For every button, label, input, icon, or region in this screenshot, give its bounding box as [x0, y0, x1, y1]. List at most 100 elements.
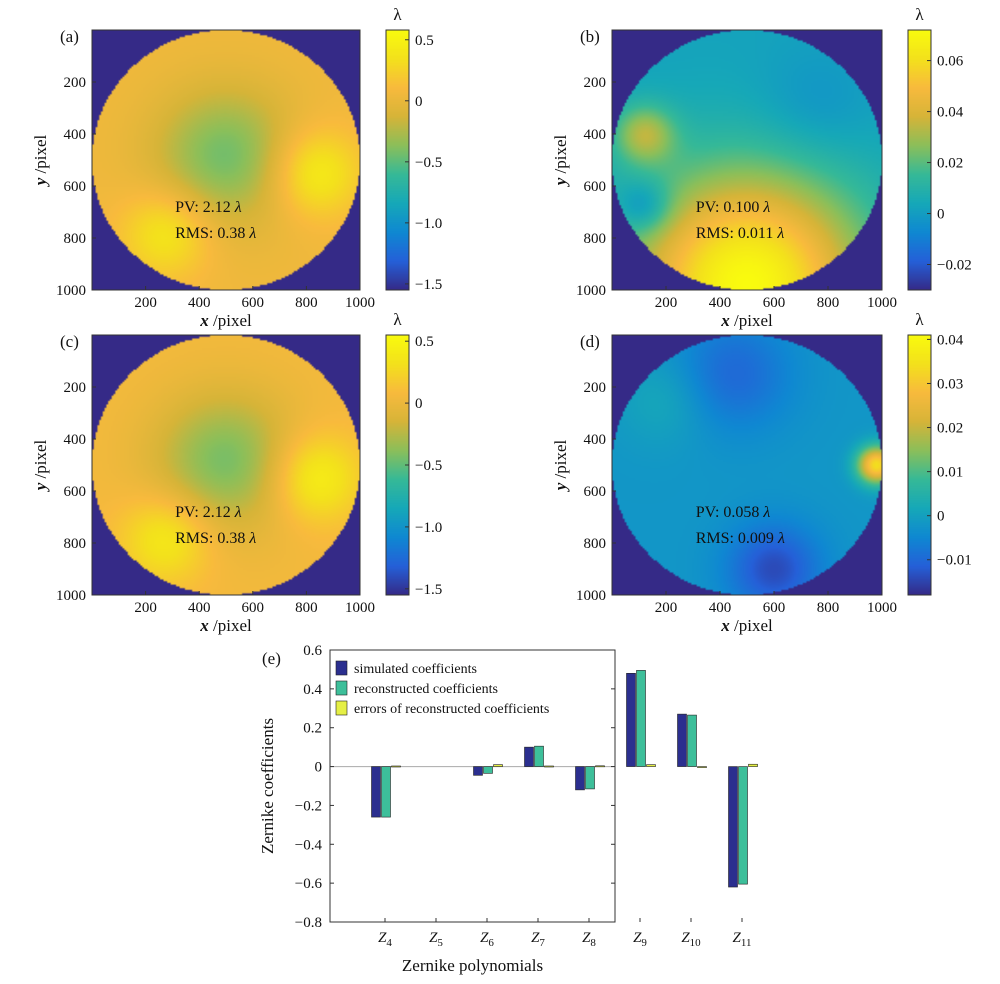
y-tick-label: 200 — [64, 75, 87, 91]
y-tick-label: 1000 — [56, 283, 86, 299]
bar-error — [595, 765, 605, 768]
y-tick-label: 600 — [64, 484, 87, 500]
x-tick-label: 800 — [295, 295, 318, 311]
colorbar-tick-label: −1.0 — [415, 520, 442, 536]
phase-map — [612, 30, 882, 290]
bar-y-axis-label: Zernike coefficients — [258, 718, 277, 854]
x-axis-label: x /pixel — [720, 616, 773, 635]
x-tick-label: 800 — [817, 295, 840, 311]
bar-y-tick-label: −0.4 — [295, 837, 323, 853]
y-axis-label: y /pixel — [31, 134, 50, 187]
legend-swatch — [335, 700, 348, 716]
y-tick-label: 600 — [584, 179, 607, 195]
colorbar-tick-label: 0 — [415, 396, 423, 412]
x-tick-label: 600 — [763, 600, 786, 616]
x-axis-label: x /pixel — [199, 616, 252, 635]
colorbar-label: λ — [915, 310, 924, 329]
colorbar-label: λ — [915, 5, 924, 24]
bar-y-tick-label: 0.6 — [303, 643, 322, 659]
legend-swatch — [335, 660, 348, 676]
map-panel-2: λ 0.06 0.04 0.02 0 −0.02 200 400 600 800 1000 200 40… — [551, 5, 972, 330]
rms-annotation: RMS: 0.011 λ — [696, 225, 785, 242]
bar-x-tick-label: Z11 — [733, 930, 752, 949]
bar-simulated — [575, 766, 585, 791]
x-tick-label: 400 — [709, 600, 732, 616]
x-tick-label: 800 — [295, 600, 318, 616]
x-tick-label: 400 — [188, 295, 211, 311]
y-tick-label: 200 — [584, 75, 607, 91]
bar-x-tick-label: Z5 — [429, 930, 443, 949]
bar-simulated — [524, 746, 534, 767]
colorbar-tick-label: −0.01 — [937, 553, 972, 569]
colorbar-tick-label: 0.5 — [415, 334, 434, 350]
y-tick-label: 200 — [64, 380, 87, 396]
bar-reconstructed — [381, 766, 391, 818]
colorbar-tick-label: −1.0 — [415, 216, 442, 232]
phase-map — [92, 30, 360, 290]
panel-label: (d) — [580, 332, 600, 351]
colorbar-tick-label: 0.04 — [937, 105, 964, 121]
colorbar-tick-label: 0.02 — [937, 421, 963, 437]
y-tick-label: 800 — [584, 536, 607, 552]
y-tick-label: 600 — [64, 179, 87, 195]
y-tick-label: 400 — [584, 432, 607, 448]
bar-panel-label: (e) — [262, 649, 281, 668]
y-tick-label: 400 — [584, 127, 607, 143]
x-tick-label: 600 — [242, 295, 265, 311]
bar-x-tick-label: Z8 — [582, 930, 596, 949]
y-tick-label: 1000 — [56, 588, 86, 604]
x-axis-label: x /pixel — [720, 311, 773, 330]
colorbar-tick-label: 0.04 — [937, 332, 964, 348]
bar-x-tick-label: Z9 — [633, 930, 647, 949]
x-tick-label: 600 — [763, 295, 786, 311]
colorbar — [908, 30, 931, 290]
bar-simulated — [677, 713, 687, 767]
colorbar-tick-label: 0.02 — [937, 156, 963, 172]
bar-y-tick-label: −0.2 — [295, 798, 322, 814]
x-tick-label: 200 — [134, 295, 157, 311]
bar-y-tick-label: −0.8 — [295, 915, 322, 931]
phase-map — [612, 335, 882, 595]
colorbar-tick-label: −0.5 — [415, 155, 442, 171]
colorbar-tick-label: 0 — [415, 94, 423, 110]
bar-y-tick-label: 0.4 — [303, 682, 322, 698]
bar-reconstructed — [738, 766, 748, 885]
y-tick-label: 600 — [584, 484, 607, 500]
bar-y-tick-label: 0.2 — [303, 721, 322, 737]
bar-simulated — [371, 766, 381, 818]
bar-error — [697, 766, 707, 768]
y-tick-label: 800 — [64, 536, 87, 552]
x-tick-label: 200 — [134, 600, 157, 616]
legend-label: simulated coefficients — [354, 662, 477, 677]
colorbar-label: λ — [393, 5, 402, 24]
y-tick-label: 1000 — [576, 588, 606, 604]
bar-error — [544, 765, 554, 768]
bar-simulated — [728, 766, 738, 888]
y-axis-label: y /pixel — [551, 439, 570, 492]
bar-error — [493, 764, 503, 767]
bar-chart: 0.6 0.4 0.2 0 −0.2 −0.4 −0.6 −0.8 Z4 Z5 Z6 Z7 Z8 Z9 Z1… — [258, 643, 758, 975]
bar-simulated — [473, 766, 483, 776]
colorbar-tick-label: 0 — [937, 207, 945, 223]
pv-annotation: PV: 2.12 λ — [175, 504, 242, 521]
x-tick-label: 200 — [655, 295, 678, 311]
bar-reconstructed — [636, 670, 646, 767]
bar-y-tick-label: −0.6 — [295, 876, 323, 892]
rms-annotation: RMS: 0.38 λ — [175, 530, 256, 547]
bar-error — [748, 763, 758, 767]
colorbar-tick-label: 0.06 — [937, 54, 964, 70]
bar-x-tick-label: Z4 — [378, 930, 392, 949]
x-tick-label: 200 — [655, 600, 678, 616]
rms-annotation: RMS: 0.009 λ — [696, 530, 785, 547]
colorbar-label: λ — [393, 310, 402, 329]
pv-annotation: PV: 2.12 λ — [175, 199, 242, 216]
x-tick-label: 400 — [188, 600, 211, 616]
x-tick-label: 800 — [817, 600, 840, 616]
colorbar-tick-label: 0 — [937, 509, 945, 525]
bar-reconstructed — [687, 714, 697, 767]
colorbar-tick-label: −0.5 — [415, 458, 442, 474]
pv-annotation: PV: 0.100 λ — [696, 199, 771, 216]
colorbar-tick-label: 0.03 — [937, 376, 963, 392]
legend-label: reconstructed coefficients — [354, 682, 498, 697]
y-tick-label: 400 — [64, 127, 87, 143]
